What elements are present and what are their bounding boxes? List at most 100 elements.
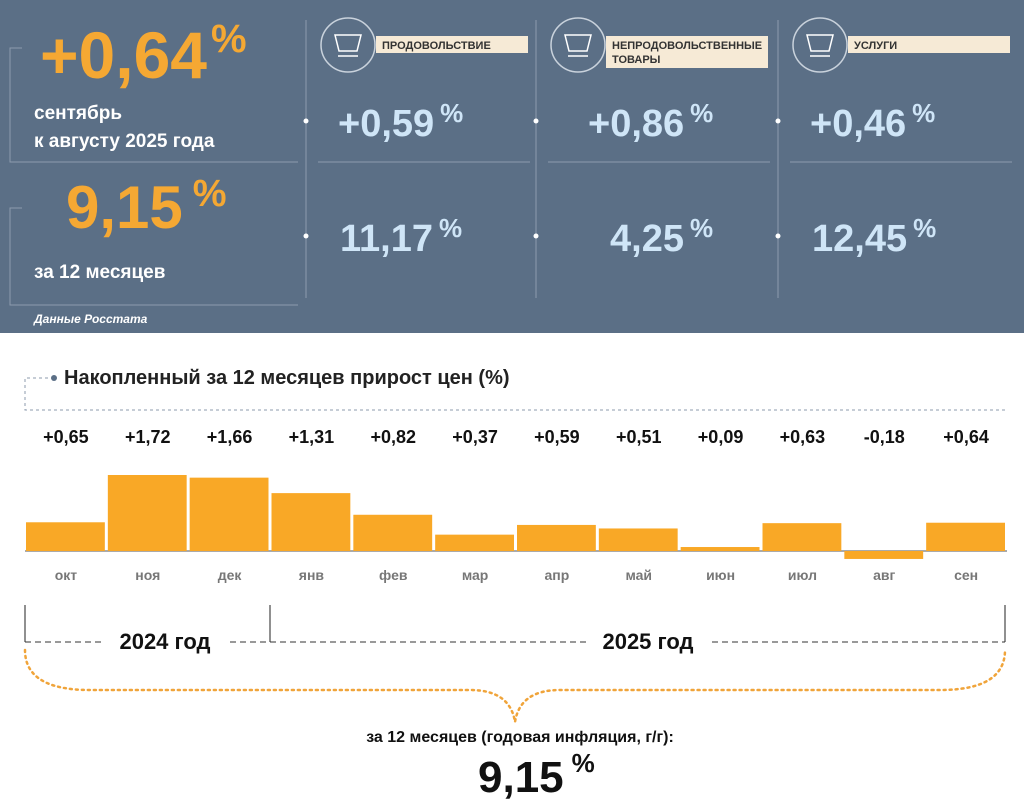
bar (598, 528, 678, 551)
category-icon (792, 17, 848, 73)
period-divider (24, 605, 1006, 642)
x-tick-label: окт (55, 567, 78, 583)
category-annual-unit: % (913, 213, 936, 243)
value-label: +0,09 (698, 427, 744, 447)
value-label: +0,37 (452, 427, 498, 447)
source: Данные Росстата (33, 312, 148, 326)
category-annual-unit: % (690, 213, 713, 243)
value-label: +0,64 (943, 427, 989, 447)
bar (926, 522, 1005, 551)
category-label: НЕПРОДОВОЛЬСТВЕННЫЕ (612, 40, 762, 52)
x-tick-label: дек (218, 567, 243, 583)
x-tick-label: апр (545, 567, 570, 583)
panel-background (0, 0, 1024, 333)
period-label: 2024 год (119, 629, 210, 654)
main-value: +0,64% (40, 17, 247, 92)
category-label-box (848, 36, 1010, 53)
category-annual: 11,17% (340, 213, 462, 260)
category-monthly-unit: % (912, 98, 935, 128)
x-tick-label: мар (462, 567, 489, 583)
value-label: +0,65 (43, 427, 89, 447)
category-monthly: +0,86% (588, 98, 713, 145)
chart-title: Накопленный за 12 месяцев прирост цен (%… (64, 367, 510, 389)
category-icon-glyph (334, 34, 362, 57)
category-annual-unit: % (439, 213, 462, 243)
value-label: +0,51 (616, 427, 662, 447)
divider-dot (303, 233, 309, 239)
category-monthly-number: +0,59 (338, 103, 434, 145)
main-value-number: +0,64 (40, 18, 207, 92)
category-label-box (606, 36, 768, 68)
value-label: +0,63 (780, 427, 826, 447)
category-label: ТОВАРЫ (612, 54, 661, 66)
category-monthly: +0,46% (810, 98, 935, 145)
x-tick-label: сен (954, 567, 978, 583)
category-icon-glyph (564, 34, 592, 57)
category-icon (550, 17, 606, 73)
category-columns: ПРОДОВОЛЬСТВИЕ+0,59 %11,17 %НЕПРОДОВОЛЬСТВ… (303, 17, 1012, 298)
footer-value-unit: % (572, 748, 595, 778)
category-monthly-unit: % (690, 98, 713, 128)
bar (435, 534, 514, 551)
annual-value-unit: % (193, 173, 227, 215)
main-caption: к августу 2025 года (34, 131, 215, 152)
footer-caption: за 12 месяцев (годовая инфляция, г/г): (366, 729, 674, 746)
value-label: +0,59 (534, 427, 580, 447)
category-annual: 4,25% (610, 213, 713, 260)
title-bracket (24, 377, 1005, 411)
x-tick-label: июл (788, 567, 817, 583)
value-label: +1,66 (207, 427, 253, 447)
bar (844, 551, 924, 559)
category-monthly-unit: % (440, 98, 463, 128)
period-label: 2025 год (602, 629, 693, 654)
value-label: +1,72 (125, 427, 171, 447)
footer-value: 9,15% (478, 748, 595, 802)
category-annual-number: 12,45 (812, 218, 907, 260)
divider-dot (775, 118, 781, 124)
divider-dot (533, 118, 539, 124)
category-monthly-number: +0,46 (810, 103, 906, 145)
bar (517, 524, 596, 551)
category-annual-number: 4,25 (610, 218, 684, 260)
category-icon-glyph (806, 34, 834, 57)
x-tick-label: авг (873, 567, 895, 583)
annual-value: 9,15% (66, 173, 227, 241)
x-tick-label: ноя (135, 567, 160, 583)
divider-dot (303, 118, 309, 124)
footer-value-number: 9,15 (478, 753, 564, 802)
brace (23, 648, 1007, 723)
x-tick-label: май (625, 567, 652, 583)
x-tick-label: фев (379, 567, 408, 583)
annual-caption: за 12 месяцев (34, 262, 165, 283)
bar-chart: +0,65 окт +1,72 ноя +1,66 дек +1,31 янв +0,82 фев… (25, 427, 1007, 583)
bar (353, 514, 433, 551)
frame-line (9, 47, 298, 306)
category-label-box (376, 36, 528, 53)
x-tick-label: янв (299, 567, 325, 583)
x-tick-label: июн (706, 567, 735, 583)
bar (271, 493, 351, 551)
bar (189, 477, 269, 551)
annual-value-number: 9,15 (66, 174, 183, 241)
category-monthly: +0,59% (338, 98, 463, 145)
bar (107, 475, 187, 551)
bar (680, 547, 760, 551)
category-icon (320, 17, 376, 73)
bar (26, 522, 105, 551)
category-monthly-number: +0,86 (588, 103, 684, 145)
category-annual-number: 11,17 (340, 218, 433, 260)
divider-dot (775, 233, 781, 239)
main-value-unit: % (211, 17, 247, 61)
value-label: +1,31 (289, 427, 335, 447)
divider-dot (533, 233, 539, 239)
main-caption: сентябрь (34, 103, 122, 124)
value-label: -0,18 (864, 427, 905, 447)
bullet (51, 375, 57, 381)
category-label: УСЛУГИ (854, 40, 897, 52)
bar (762, 523, 842, 551)
category-annual: 12,45% (812, 213, 936, 260)
category-label: ПРОДОВОЛЬСТВИЕ (382, 40, 491, 52)
value-label: +0,82 (370, 427, 416, 447)
